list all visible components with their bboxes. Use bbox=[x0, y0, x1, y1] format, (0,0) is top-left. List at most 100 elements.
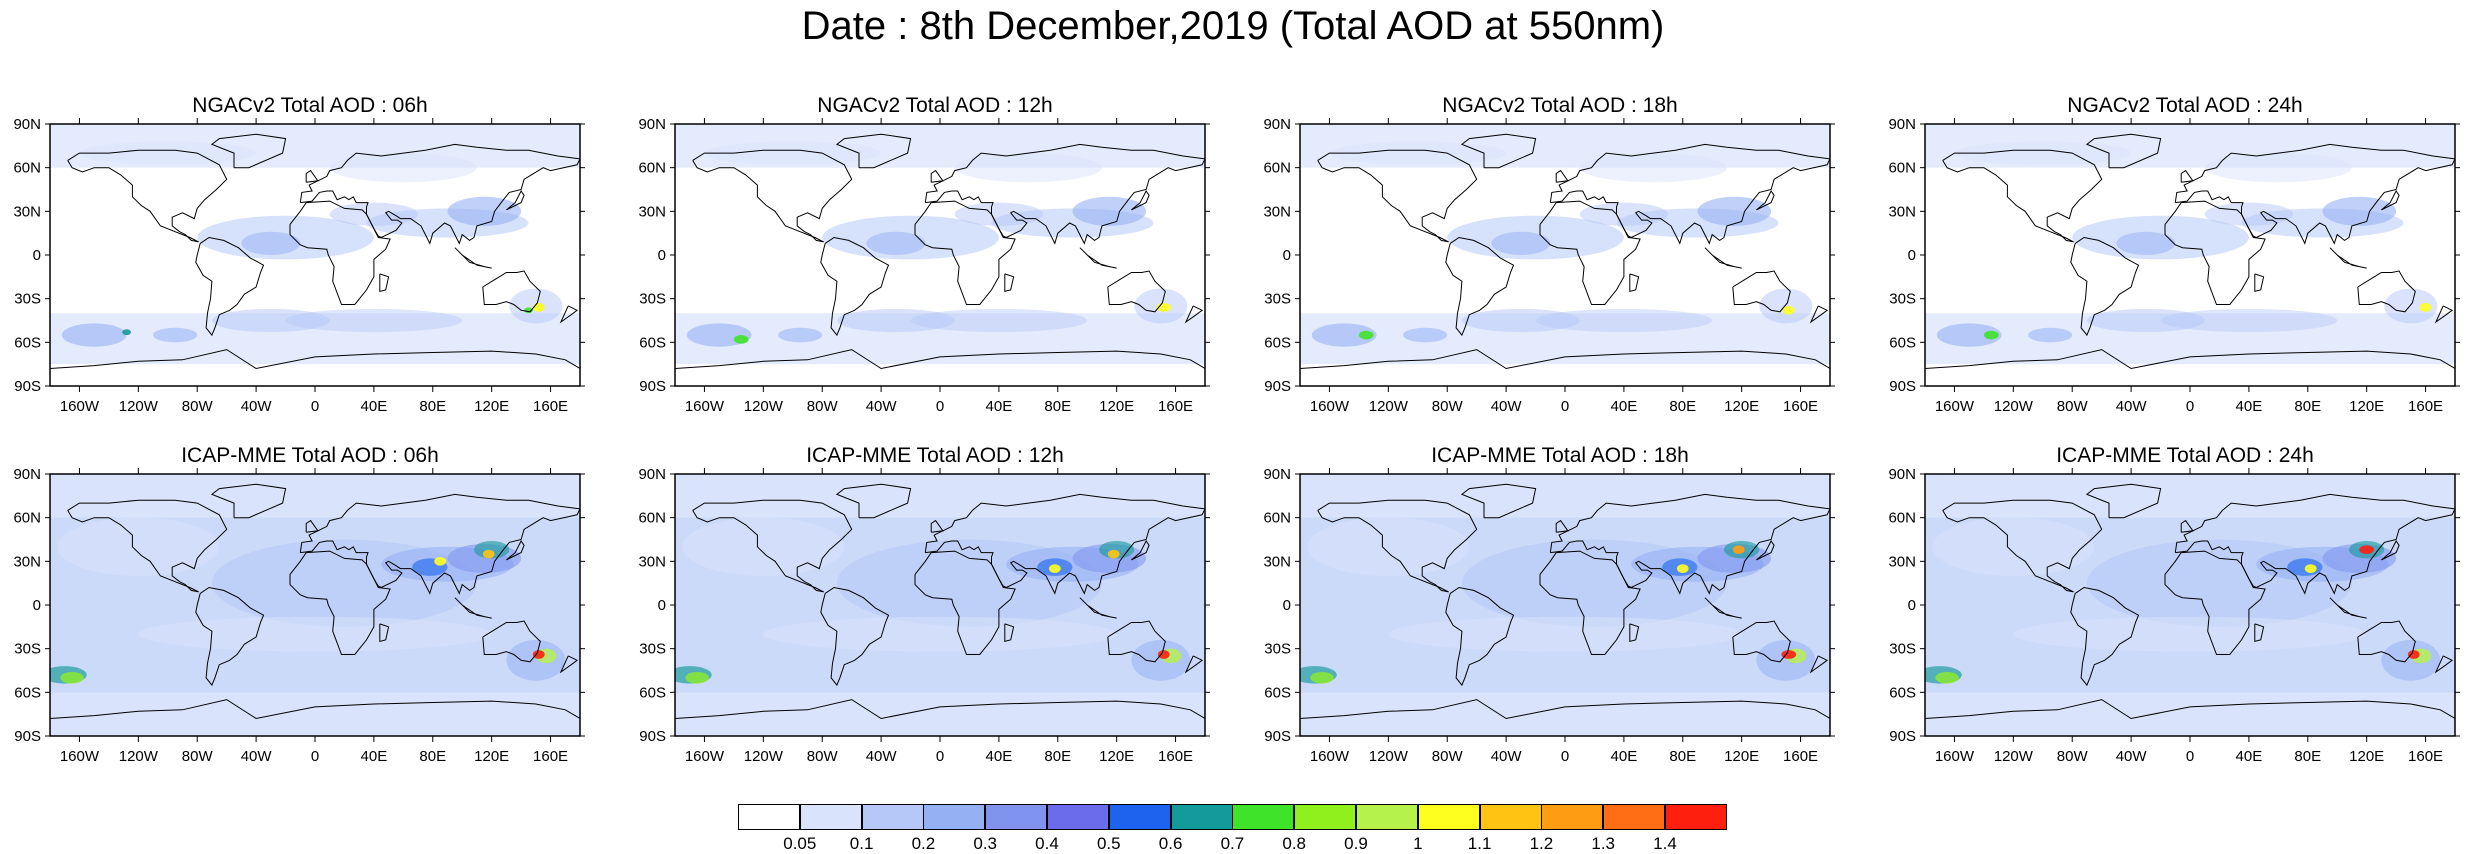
aod-plume bbox=[2204, 153, 2352, 183]
lon-tick-label: 120W bbox=[1369, 398, 1409, 415]
lon-tick-label: 0 bbox=[1561, 748, 1569, 765]
colorbar-label: 1 bbox=[1413, 834, 1423, 853]
lat-tick-label: 60N bbox=[13, 160, 41, 177]
lon-tick-label: 160W bbox=[60, 748, 100, 765]
aod-hotspot bbox=[1782, 305, 1795, 315]
colorbar-swatch bbox=[1294, 804, 1357, 830]
lat-tick-label: 60S bbox=[1264, 684, 1291, 701]
colorbar-swatch bbox=[985, 804, 1048, 830]
lat-tick-label: 60S bbox=[639, 684, 666, 701]
coastline bbox=[1317, 149, 1478, 243]
lon-tick-label: 40W bbox=[241, 398, 273, 415]
coastline bbox=[1300, 349, 1830, 370]
lon-tick-label: 0 bbox=[936, 748, 944, 765]
coastline bbox=[1539, 550, 1641, 655]
coastline bbox=[2085, 133, 2162, 169]
aod-hotspot bbox=[733, 335, 749, 344]
colorbar-label: 1.1 bbox=[1467, 834, 1492, 853]
map-plot: 90N 60N 30N 0 30S 60S 90S 160W 120W 80W 40W 0 40E 80E… bbox=[1888, 116, 2460, 415]
aod-plume bbox=[1535, 308, 1713, 333]
coastline bbox=[2180, 519, 2194, 533]
lon-tick-label: 40W bbox=[1491, 748, 1523, 765]
lat-tick-label: 60N bbox=[1263, 160, 1291, 177]
coastline bbox=[1539, 200, 1641, 305]
colorbar-swatch bbox=[799, 804, 862, 830]
lat-tick-label: 30S bbox=[1264, 641, 1291, 658]
lat-tick-label: 30N bbox=[1888, 553, 1916, 570]
coastline bbox=[2174, 493, 2455, 595]
panel-title: ICAP-MME Total AOD : 18h bbox=[1431, 444, 1689, 467]
panel-title: ICAP-MME Total AOD : 06h bbox=[181, 444, 439, 467]
coastline bbox=[299, 143, 580, 245]
colorbar-swatch bbox=[1541, 804, 1604, 830]
panel-title: NGACv2 Total AOD : 18h bbox=[1442, 94, 1678, 117]
coastline bbox=[930, 519, 944, 533]
coastline bbox=[1445, 586, 1515, 687]
coastline bbox=[1925, 699, 2455, 720]
aod-hotspot bbox=[1781, 650, 1797, 659]
lon-tick-label: 80E bbox=[1044, 398, 1071, 415]
aod-hotspot bbox=[1048, 564, 1061, 573]
lat-tick-label: 30N bbox=[1888, 203, 1916, 220]
aod-plume bbox=[1310, 671, 1334, 684]
lat-tick-label: 90S bbox=[1264, 728, 1291, 745]
aod-plume bbox=[2116, 231, 2176, 256]
colorbar-swatch bbox=[1170, 804, 1233, 830]
aod-hotspot bbox=[482, 549, 495, 559]
coastline bbox=[2381, 540, 2400, 561]
colorbar-label: 0.8 bbox=[1282, 834, 1306, 853]
aod-hotspot bbox=[2419, 303, 2432, 312]
aod-plume bbox=[685, 671, 709, 684]
lon-tick-label: 160W bbox=[60, 398, 100, 415]
lat-tick-label: 90N bbox=[1263, 466, 1291, 483]
colorbar-label: 0.5 bbox=[1096, 834, 1121, 853]
coastline bbox=[675, 349, 1205, 370]
coastline bbox=[1131, 190, 1150, 211]
lon-tick-label: 40E bbox=[2236, 748, 2263, 765]
coastline bbox=[2070, 586, 2140, 687]
coastline bbox=[559, 655, 579, 674]
lat-tick-label: 90N bbox=[1888, 116, 1916, 133]
aod-hotspot bbox=[532, 650, 545, 659]
coastline bbox=[506, 540, 525, 561]
lat-tick-label: 0 bbox=[1908, 597, 1916, 614]
lon-tick-label: 40E bbox=[361, 748, 388, 765]
lon-tick-label: 160W bbox=[1935, 398, 1975, 415]
coastline bbox=[454, 597, 492, 619]
aod-plume bbox=[778, 327, 823, 343]
coastline bbox=[1549, 493, 1830, 595]
coastline bbox=[305, 169, 319, 183]
lon-tick-label: 40E bbox=[361, 398, 388, 415]
lon-tick-label: 160E bbox=[1783, 748, 1818, 765]
coastline bbox=[2357, 620, 2416, 663]
colorbar-swatch bbox=[923, 804, 986, 830]
colorbar-label: 0.2 bbox=[911, 834, 936, 853]
aod-plume bbox=[241, 231, 301, 256]
coastline bbox=[195, 236, 265, 337]
coastline bbox=[2434, 655, 2454, 674]
colorbar-swatch bbox=[1417, 804, 1480, 830]
lat-tick-label: 30N bbox=[13, 203, 41, 220]
coastline bbox=[914, 200, 1016, 305]
map-plot: 90N 60N 30N 0 30S 60S 90S 160W 120W 80W 40W 0 40E 80E… bbox=[1263, 466, 1835, 765]
colorbar-label: 1.4 bbox=[1653, 834, 1677, 853]
aod-hotspot bbox=[434, 556, 447, 566]
aod-plume bbox=[2013, 616, 2367, 652]
lat-tick-label: 30S bbox=[639, 641, 666, 658]
map-panel: 90N 60N 30N 0 30S 60S 90S 160W 120W 80W 40W 0 40E 80E… bbox=[1250, 92, 1890, 452]
coastline bbox=[1131, 540, 1150, 561]
lon-tick-label: 120E bbox=[1724, 748, 1759, 765]
lat-tick-label: 30S bbox=[1889, 291, 1916, 308]
lon-tick-label: 80E bbox=[1669, 748, 1696, 765]
lon-tick-label: 80E bbox=[419, 748, 446, 765]
lon-tick-label: 120W bbox=[119, 748, 159, 765]
colorbar-label: 0.9 bbox=[1344, 834, 1368, 853]
lon-tick-label: 120W bbox=[1369, 748, 1409, 765]
lon-tick-label: 160E bbox=[533, 398, 568, 415]
lon-tick-label: 80W bbox=[182, 398, 214, 415]
map-panel: 90N 60N 30N 0 30S 60S 90S 160W 120W 80W 40W 0 40E 80E… bbox=[0, 442, 640, 802]
lat-tick-label: 0 bbox=[33, 247, 41, 264]
coastline bbox=[50, 699, 580, 720]
coastline bbox=[1629, 623, 1640, 643]
lon-tick-label: 160E bbox=[533, 748, 568, 765]
